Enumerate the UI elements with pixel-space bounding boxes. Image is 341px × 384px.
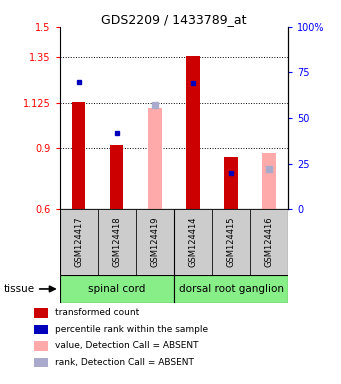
- Bar: [72, 103, 85, 209]
- Bar: [263, 152, 276, 209]
- Bar: [174, 209, 212, 275]
- Bar: [60, 209, 98, 275]
- Bar: [148, 108, 162, 209]
- Text: spinal cord: spinal cord: [88, 284, 146, 294]
- Text: dorsal root ganglion: dorsal root ganglion: [179, 284, 283, 294]
- Bar: [250, 209, 288, 275]
- Bar: [224, 157, 238, 209]
- Text: value, Detection Call = ABSENT: value, Detection Call = ABSENT: [55, 341, 198, 351]
- Text: tissue: tissue: [3, 284, 34, 294]
- Title: GDS2209 / 1433789_at: GDS2209 / 1433789_at: [101, 13, 247, 26]
- Text: transformed count: transformed count: [55, 308, 139, 318]
- Bar: [110, 146, 123, 209]
- Text: rank, Detection Call = ABSENT: rank, Detection Call = ABSENT: [55, 358, 193, 367]
- Text: GSM124419: GSM124419: [150, 217, 159, 267]
- Bar: [174, 275, 288, 303]
- Bar: [98, 209, 136, 275]
- Text: GSM124417: GSM124417: [74, 217, 83, 267]
- Bar: [212, 209, 250, 275]
- Text: GSM124418: GSM124418: [112, 217, 121, 267]
- Bar: [60, 275, 174, 303]
- Text: GSM124415: GSM124415: [226, 217, 236, 267]
- Text: percentile rank within the sample: percentile rank within the sample: [55, 325, 208, 334]
- Text: GSM124416: GSM124416: [265, 217, 273, 267]
- Bar: [136, 209, 174, 275]
- Text: GSM124414: GSM124414: [189, 217, 197, 267]
- Bar: [186, 56, 199, 209]
